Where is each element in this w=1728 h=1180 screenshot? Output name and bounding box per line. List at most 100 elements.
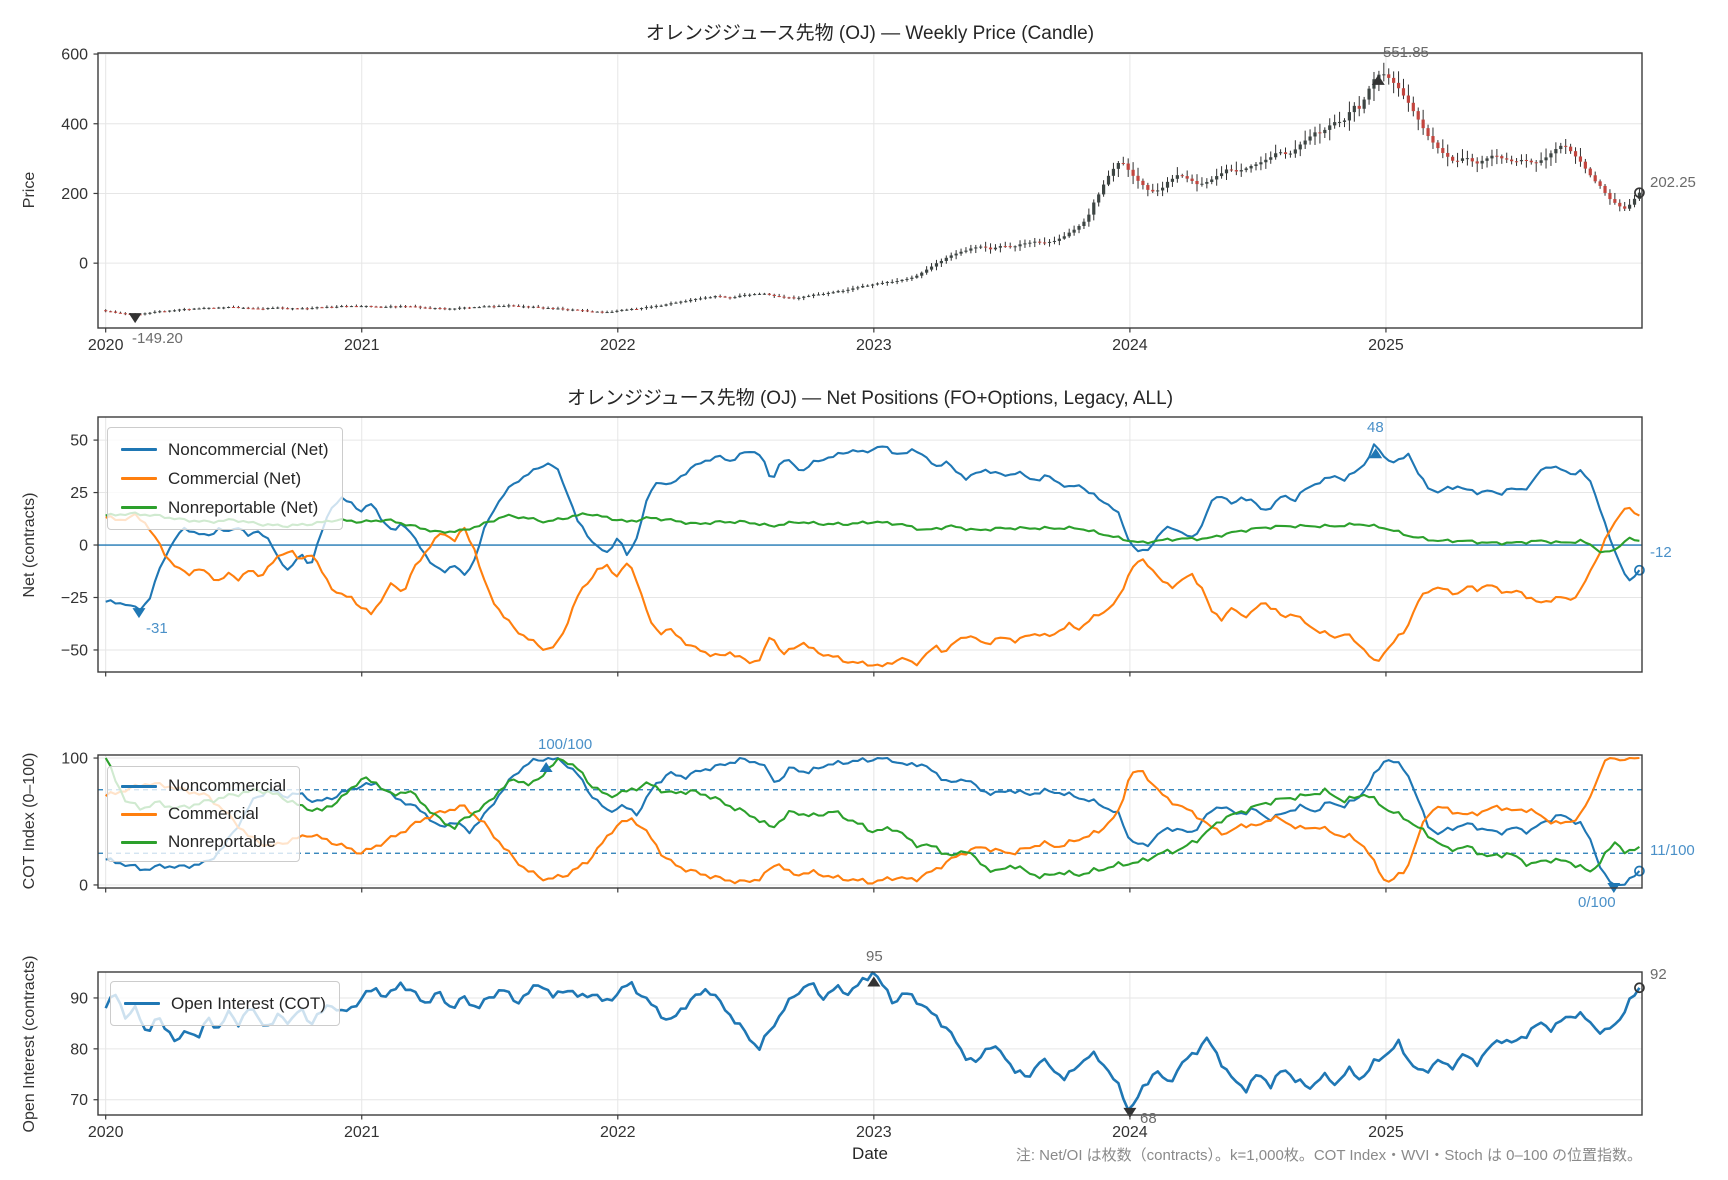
footnote: 注: Net/OI は枚数（contracts）。k=1,000枚。COT In… (1015, 1147, 1642, 1164)
y-tick-label: 80 (70, 1041, 88, 1058)
y-tick-label: 0 (79, 538, 88, 555)
oi-last-annotation: 92 (1650, 966, 1667, 983)
price-panel: 2020 2021 2022 2023 2024 2025 0 200 400 600 (61, 47, 1645, 354)
price-max-annotation: 551.85 (1383, 44, 1429, 61)
cot-ticks: 0 100 (61, 751, 1387, 894)
date-xlabel: Date (852, 1144, 888, 1163)
y-tick-label: 400 (61, 116, 88, 133)
cot-legend-item-noncommercial: Noncommercial (121, 772, 286, 800)
last-value-marker-icon (1634, 187, 1645, 199)
price-ticks: 2020 2021 2022 2023 2024 2025 0 200 400 600 (61, 47, 1404, 354)
x-tick-label: 2025 (1368, 1124, 1404, 1141)
y-tick-label: −50 (61, 642, 88, 659)
cot-legend: Noncommercial Commercial Nonreportable (107, 766, 301, 862)
x-tick-label: 2024 (1112, 337, 1148, 354)
net-green-line (105, 511, 1640, 554)
commercial-line-swatch-icon (121, 477, 157, 480)
y-tick-label: 0 (79, 877, 88, 894)
x-tick-label: 2021 (344, 1124, 380, 1141)
net-orange-line (105, 506, 1640, 668)
oi-legend-label: Open Interest (COT) (171, 993, 326, 1013)
cot-last-annotation: 11/100 (1650, 842, 1695, 859)
cot-frame (97, 754, 1643, 889)
price-min-annotation: -149.20 (132, 330, 183, 347)
net-last-annotation: -12 (1650, 544, 1672, 561)
y-tick-label: 100 (61, 751, 88, 768)
x-tick-label: 2023 (856, 1124, 892, 1141)
y-tick-label: 25 (70, 485, 88, 502)
cot-blue-line (105, 756, 1641, 887)
nonreportable-line-swatch-icon (121, 506, 157, 509)
oi-legend: Open Interest (COT) (110, 981, 340, 1026)
cot-orange-line (105, 756, 1640, 885)
x-tick-label: 2021 (344, 337, 380, 354)
net-min-annotation: -31 (146, 620, 168, 637)
price-candles (104, 62, 1642, 316)
price-panel-title: オレンジジュース先物 (OJ) — Weekly Price (Candle) (645, 23, 1095, 44)
oi-legend-item: Open Interest (COT) (124, 989, 326, 1018)
y-tick-label: 600 (61, 47, 88, 64)
max-marker-icon (867, 976, 881, 987)
max-marker-icon (1369, 448, 1383, 459)
cot-green-line (104, 757, 1640, 880)
price-frame (97, 52, 1643, 329)
net-panel: −50 −25 0 25 50 (61, 416, 1645, 677)
y-tick-label: 50 (70, 433, 88, 450)
cot-ylabel: COT Index (0–100) (21, 752, 38, 890)
open-interest-line-swatch-icon (124, 1002, 160, 1005)
nonreportable-line-swatch-icon (121, 840, 157, 844)
last-value-marker-icon (1634, 982, 1645, 994)
price-grid (98, 53, 1642, 328)
commercial-line-swatch-icon (121, 812, 157, 816)
cot-legend-item-nonreportable: Nonreportable (121, 828, 286, 856)
price-last-annotation: 202.25 (1650, 174, 1696, 191)
min-marker-icon (128, 313, 142, 324)
oi-ylabel: Open Interest (contracts) (21, 955, 38, 1133)
net-legend-label: Noncommercial (Net) (168, 439, 329, 459)
x-tick-label: 2025 (1368, 337, 1404, 354)
x-tick-label: 2023 (856, 337, 892, 354)
y-tick-label: 200 (61, 186, 88, 203)
min-marker-icon (1123, 1107, 1137, 1118)
net-max-annotation: 48 (1367, 419, 1384, 436)
cot-legend-label: Nonreportable (168, 832, 276, 851)
x-tick-label: 2022 (600, 1124, 636, 1141)
cot-max-annotation: 100/100 (538, 736, 593, 753)
cot-legend-label: Noncommercial (168, 776, 287, 795)
cot-legend-label: Commercial (168, 804, 259, 823)
price-ylabel: Price (21, 171, 38, 209)
noncommercial-line-swatch-icon (121, 448, 157, 451)
last-value-marker-icon (1634, 564, 1645, 576)
cot-panel: 0 100 (61, 751, 1645, 894)
net-legend-item-noncommercial: Noncommercial (Net) (121, 435, 329, 464)
noncommercial-line-swatch-icon (121, 784, 157, 788)
net-blue-line (105, 443, 1641, 612)
x-tick-label: 2022 (600, 337, 636, 354)
oi-frame (97, 971, 1643, 1116)
net-legend-item-commercial: Commercial (Net) (121, 464, 329, 493)
max-marker-icon (1371, 74, 1385, 85)
oi-grid (98, 972, 1642, 1115)
oi-min-annotation: 68 (1140, 1110, 1157, 1127)
x-tick-label: 2020 (88, 337, 124, 354)
oi-panel: 2020 2021 2022 2023 2024 2025 70 80 90 (70, 971, 1645, 1141)
x-tick-label: 2020 (88, 1124, 124, 1141)
min-marker-icon (132, 608, 146, 619)
y-tick-label: −25 (61, 590, 88, 607)
y-tick-label: 0 (79, 256, 88, 273)
net-ticks: −50 −25 0 25 50 (61, 433, 1387, 677)
x-tick-label: 2024 (1112, 1124, 1148, 1141)
net-legend: Noncommercial (Net) Commercial (Net) Non… (107, 427, 343, 530)
net-legend-label: Commercial (Net) (168, 468, 302, 488)
net-ylabel: Net (contracts) (21, 492, 38, 598)
y-tick-label: 70 (70, 1092, 88, 1109)
max-marker-icon (539, 762, 553, 773)
net-legend-item-nonreportable: Nonreportable (Net) (121, 493, 329, 522)
oi-max-annotation: 95 (866, 948, 883, 965)
net-legend-label: Nonreportable (Net) (168, 497, 319, 517)
oi-ticks: 2020 2021 2022 2023 2024 2025 70 80 90 (70, 990, 1404, 1141)
cot-legend-item-commercial: Commercial (121, 800, 286, 828)
net-panel-title: オレンジジュース先物 (OJ) — Net Positions (FO+Opti… (566, 388, 1174, 409)
